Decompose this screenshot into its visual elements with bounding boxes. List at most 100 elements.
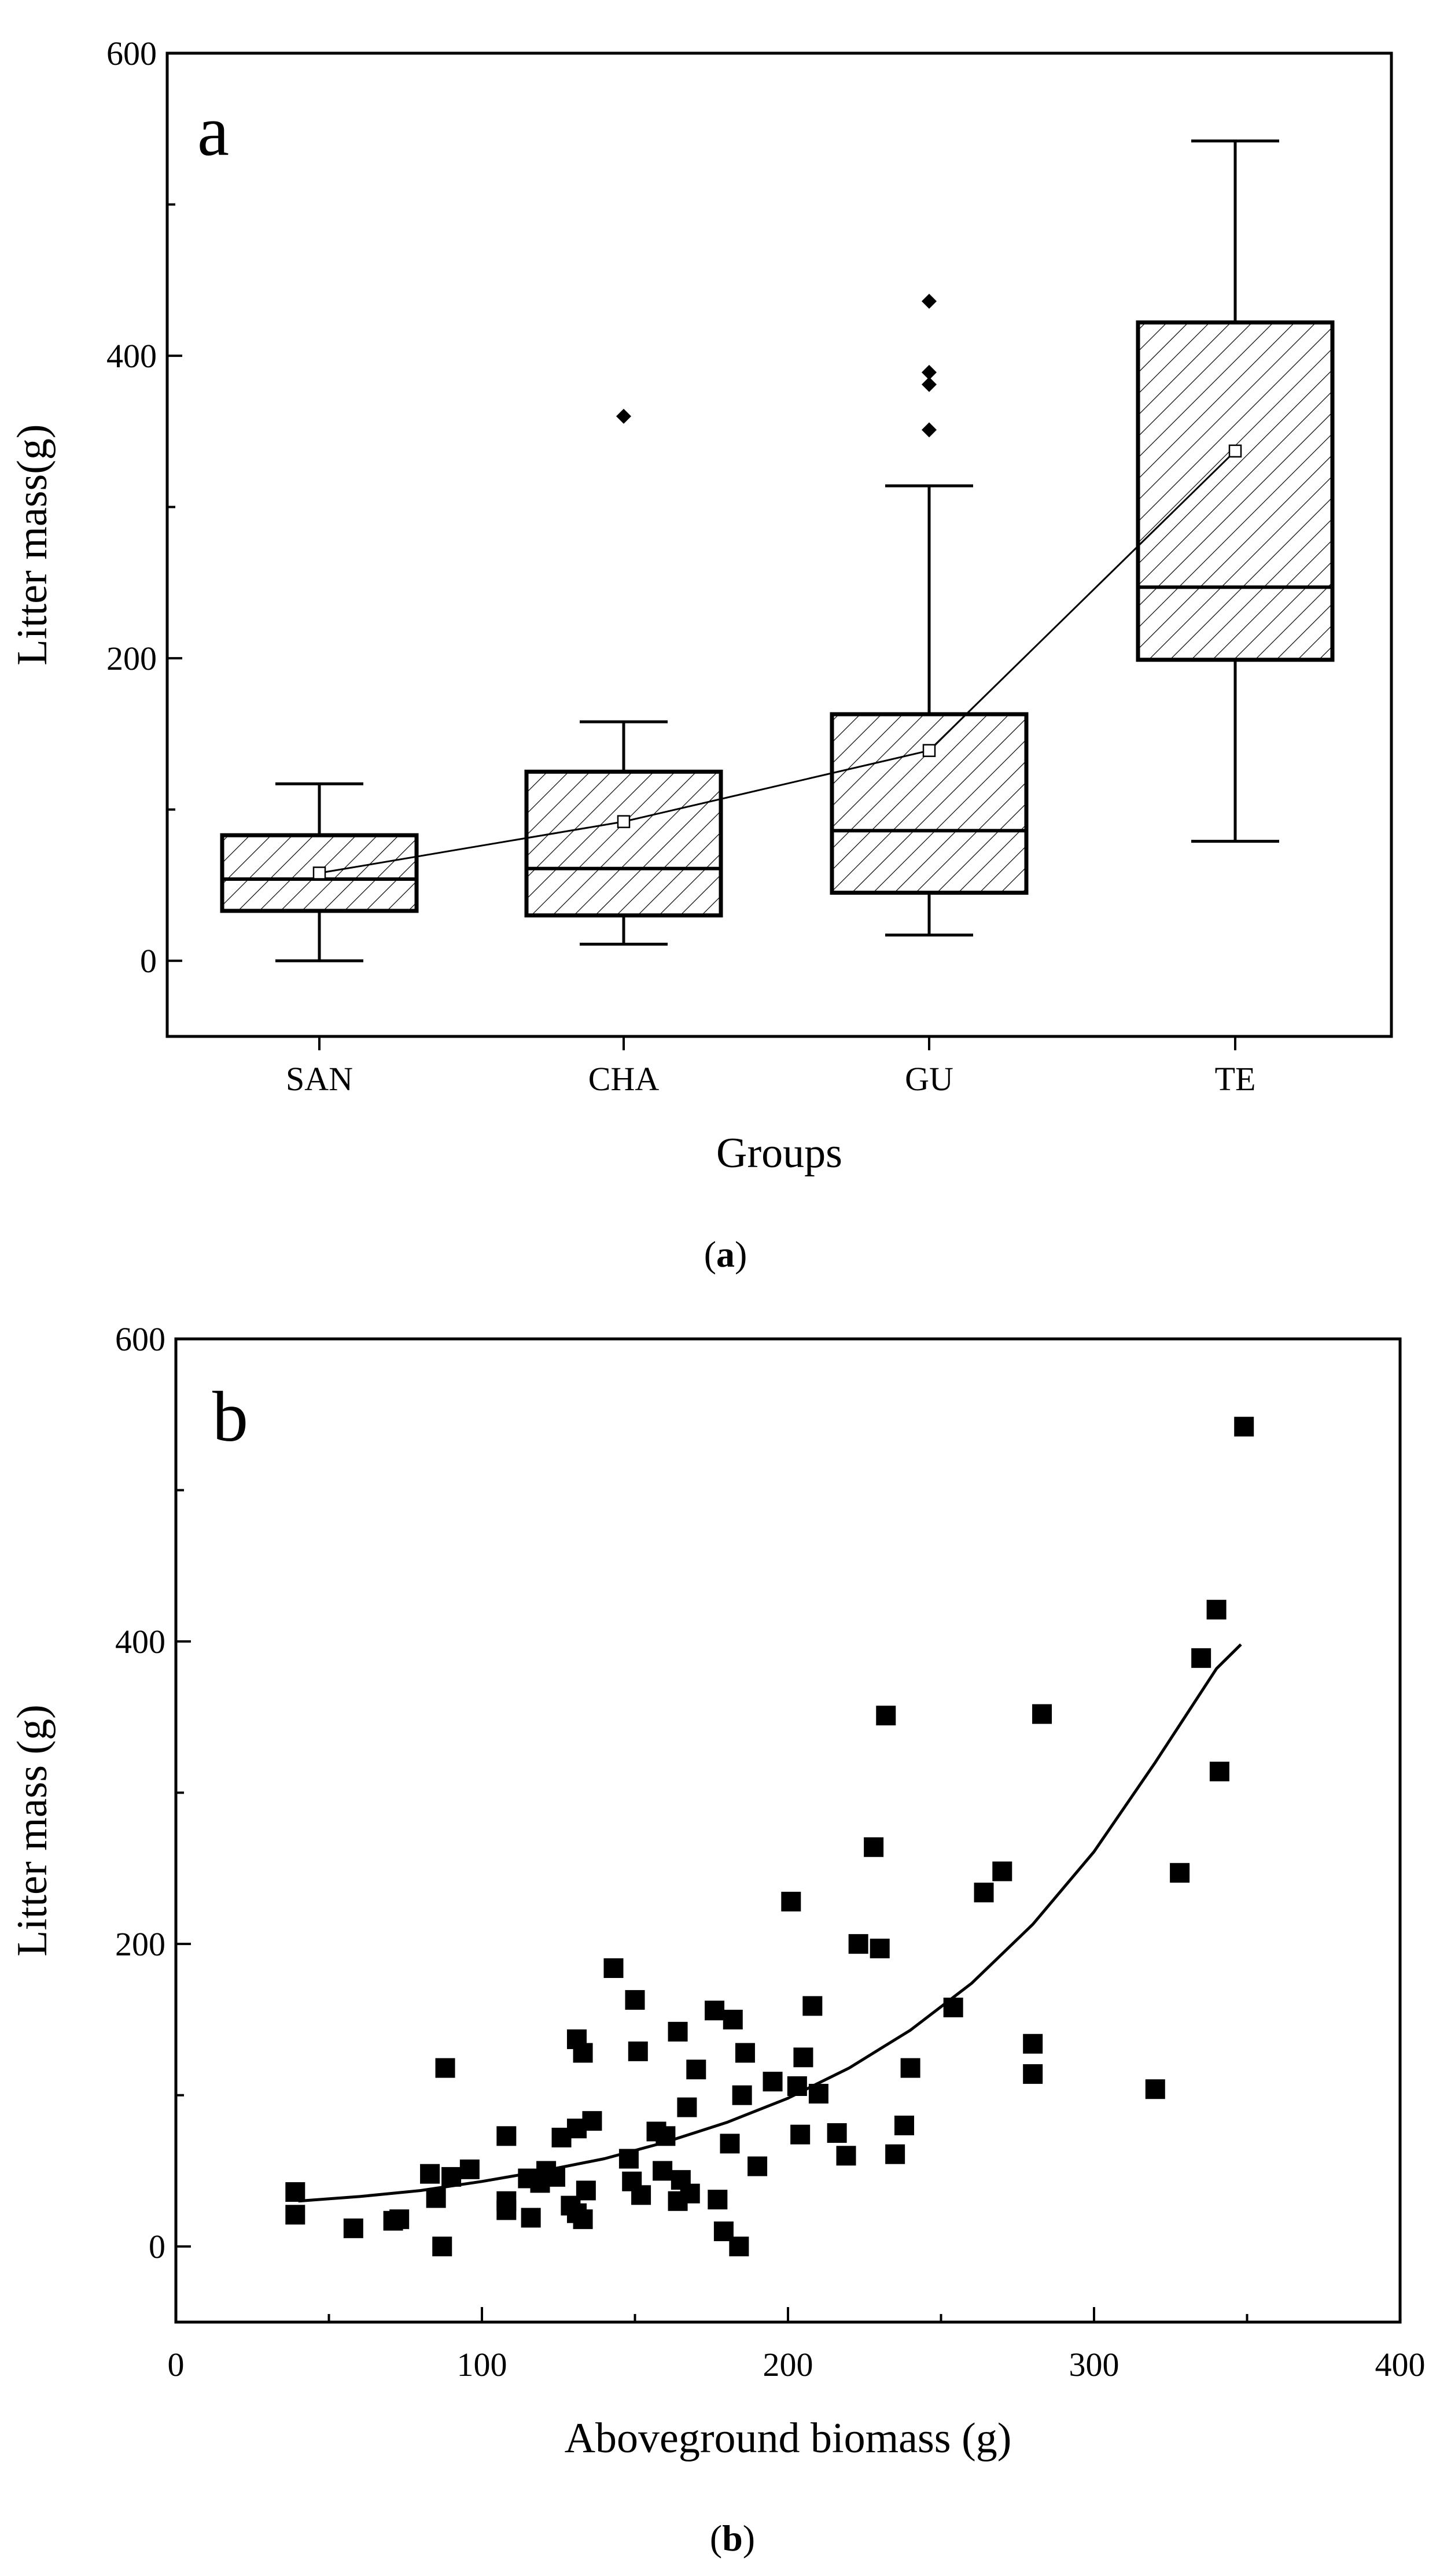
box-gu <box>830 293 1029 937</box>
scatter-point <box>848 1934 868 1954</box>
x-tick-label: GU <box>905 1060 953 1098</box>
scatter-point <box>603 1958 624 1978</box>
plot-frame-a <box>165 51 1393 1038</box>
scatter-point <box>870 1939 890 1958</box>
panel-a-boxplot: 0 200 400 600 SAN CHA GU TE a Groups Litter ma… <box>9 35 1393 1177</box>
panel-letter-a: a <box>197 91 229 171</box>
panel-letter-b: b <box>212 1377 248 1456</box>
scatter-point <box>496 2191 517 2211</box>
mean-connector <box>319 450 1236 874</box>
mean-marker <box>312 866 326 880</box>
scatter-point <box>432 2237 452 2257</box>
x-tick-label: 100 <box>457 2346 507 2383</box>
scatter-point <box>720 2134 740 2154</box>
scatter-point <box>686 2060 706 2080</box>
x-axis-a: SAN CHA GU TE <box>286 1036 1255 1098</box>
scatter-point <box>793 2047 813 2068</box>
scatter-point <box>285 2182 305 2202</box>
scatter-point <box>1191 1648 1211 1668</box>
y-tick-label: 0 <box>149 2228 165 2265</box>
scatter-point <box>876 1706 896 1726</box>
y-axis-title-a: Litter mass(g) <box>9 424 56 665</box>
scatter-point <box>708 2190 728 2210</box>
scatter-point <box>576 2180 596 2201</box>
scatter-point <box>974 1883 994 1903</box>
box-te <box>1136 139 1335 843</box>
scatter-point <box>631 2185 651 2205</box>
box-san <box>220 782 419 962</box>
caption-a: (a) <box>704 1234 747 1275</box>
scatter-point <box>808 2084 828 2104</box>
scatter-point <box>1206 1600 1227 1620</box>
scatter-point <box>582 2111 602 2131</box>
scatter-point <box>732 2085 752 2105</box>
x-tick-label: TE <box>1215 1060 1256 1098</box>
y-tick-label: 400 <box>106 337 157 375</box>
box-iqr <box>830 712 1029 895</box>
y-axis-b: 0 200 400 600 <box>115 1320 191 2265</box>
scatter-point <box>655 2126 676 2146</box>
scatter-point <box>802 1996 823 2016</box>
scatter-point <box>864 1837 884 1857</box>
boxes-a <box>220 139 1335 962</box>
scatter-point <box>1209 1762 1229 1781</box>
scatter-point <box>723 2009 743 2029</box>
scatter-point <box>625 1990 645 2010</box>
outlier-point <box>922 422 937 438</box>
scatter-point <box>836 2146 856 2166</box>
scatter-point <box>1032 1704 1052 1724</box>
y-tick-label: 600 <box>115 1320 165 1358</box>
scatter-point <box>618 2149 639 2169</box>
x-tick-label: 400 <box>1375 2346 1426 2383</box>
box-iqr <box>524 769 723 918</box>
mean-marker <box>617 815 631 828</box>
y-tick-label: 200 <box>115 1925 165 1963</box>
scatter-point <box>441 2167 462 2187</box>
y-tick-label: 0 <box>140 942 157 980</box>
scatter-point <box>343 2218 363 2238</box>
x-axis-b: 0 100 200 300 400 <box>168 2307 1426 2383</box>
scatter-point <box>545 2167 565 2187</box>
points-b <box>285 1416 1254 2257</box>
box-iqr <box>1136 320 1335 662</box>
scatter-point <box>521 2208 541 2228</box>
x-tick-label: 300 <box>1069 2346 1119 2383</box>
scatter-point <box>943 1998 963 2017</box>
scatter-point <box>668 2021 688 2042</box>
scatter-point <box>573 2209 593 2230</box>
scatter-point <box>1170 1863 1190 1883</box>
scatter-point <box>426 2188 446 2208</box>
x-axis-title-b: Aboveground biomass (g) <box>565 2415 1012 2462</box>
scatter-point <box>894 2116 915 2135</box>
scatter-point <box>735 2043 755 2063</box>
scatter-point <box>1145 2079 1165 2099</box>
plot-frame-b <box>174 1337 1402 2324</box>
scatter-point <box>900 2058 920 2078</box>
y-axis-title-b: Litter mass (g) <box>9 1704 56 1957</box>
x-tick-label: 0 <box>168 2346 185 2383</box>
scatter-point <box>285 2205 305 2225</box>
y-tick-label: 600 <box>106 35 157 72</box>
scatter-point <box>747 2156 768 2176</box>
scatter-point <box>677 2097 697 2117</box>
mean-marker <box>1228 444 1242 458</box>
x-axis-title-a: Groups <box>716 1130 842 1177</box>
y-tick-label: 200 <box>106 640 157 677</box>
panel-b-scatter: 0 200 400 600 0 100 200 300 400 b Aboveground b… <box>9 1320 1426 2462</box>
scatter-point <box>705 2001 725 2021</box>
scatter-point <box>435 2058 455 2078</box>
fit-curve-b <box>298 1643 1242 2203</box>
scatter-point <box>389 2209 410 2230</box>
outlier-point <box>616 408 631 424</box>
caption-b: (b) <box>710 2518 755 2559</box>
outlier-point <box>922 293 937 309</box>
scatter-point <box>763 2072 783 2092</box>
fit-curve <box>298 1643 1242 2203</box>
outlier-point <box>922 364 937 380</box>
x-tick-label: CHA <box>588 1060 660 1098</box>
mean-marker <box>922 744 936 757</box>
scatter-point <box>573 2043 593 2063</box>
scatter-point <box>628 2041 648 2061</box>
scatter-point <box>729 2237 749 2257</box>
outlier-point <box>922 377 937 392</box>
